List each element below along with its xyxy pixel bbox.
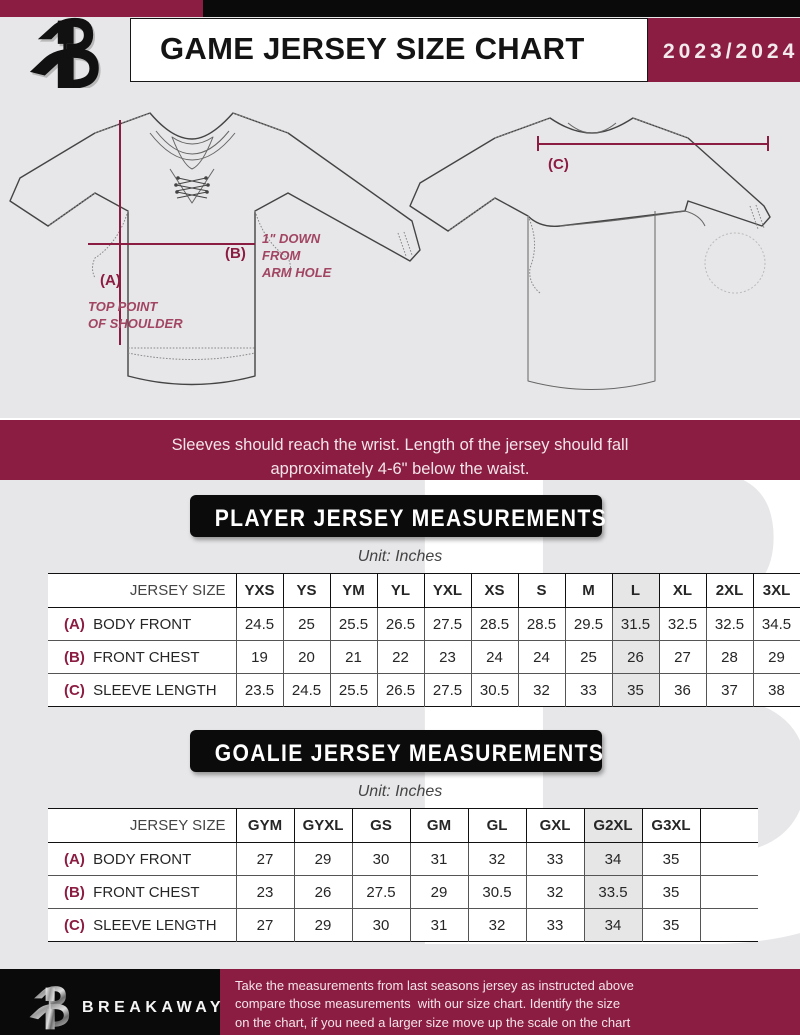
svg-text:(A): (A)	[100, 272, 121, 289]
svg-text:FROM: FROM	[262, 248, 301, 263]
svg-text:TOP POINT: TOP POINT	[88, 299, 158, 314]
svg-text:OF SHOULDER: OF SHOULDER	[88, 316, 183, 331]
svg-text:ARM HOLE: ARM HOLE	[261, 265, 332, 280]
svg-text:(B): (B)	[225, 245, 246, 262]
svg-text:(C): (C)	[548, 156, 569, 173]
svg-text:1" DOWN: 1" DOWN	[262, 231, 321, 246]
